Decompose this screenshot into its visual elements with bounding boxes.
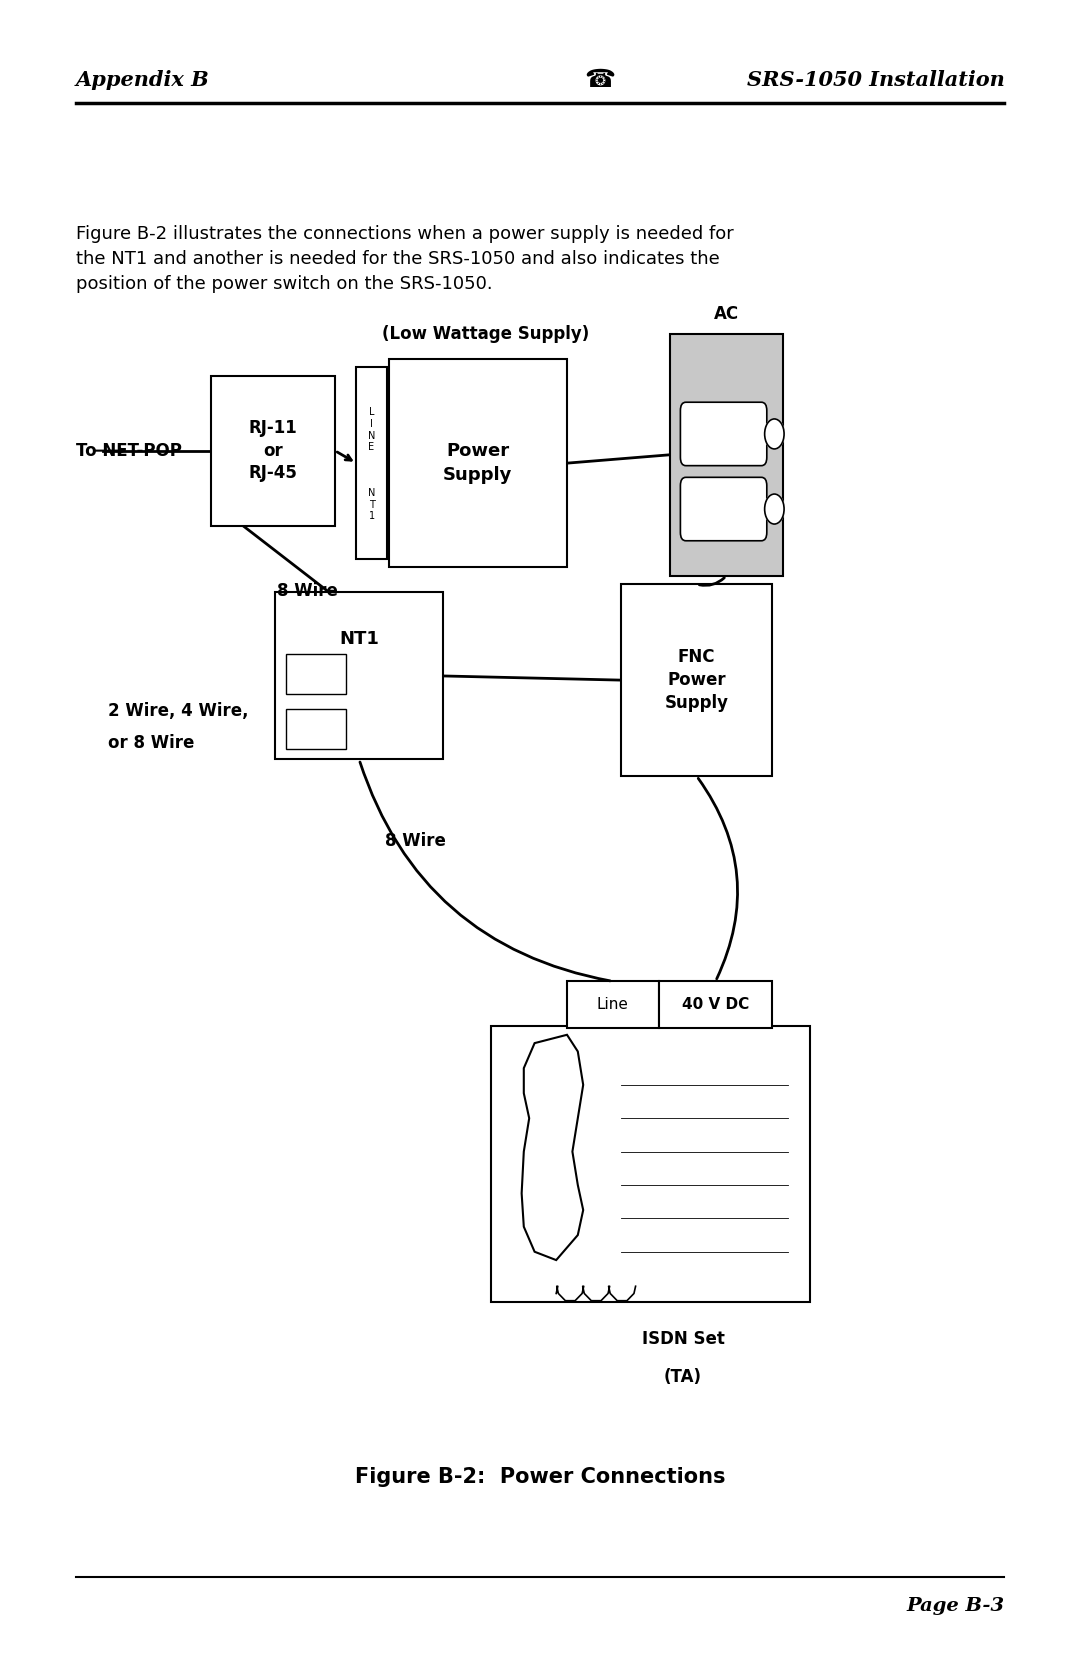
Text: ISDN Set: ISDN Set: [642, 1330, 725, 1347]
Text: Line: Line: [597, 998, 629, 1011]
FancyBboxPatch shape: [491, 1026, 810, 1302]
FancyBboxPatch shape: [356, 367, 387, 559]
Text: L
I
N
E: L I N E: [368, 407, 375, 452]
FancyBboxPatch shape: [211, 376, 335, 526]
Text: RJ-11
or
RJ-45: RJ-11 or RJ-45: [248, 419, 297, 482]
Text: 40 V DC: 40 V DC: [681, 998, 750, 1011]
Text: Term: Term: [302, 724, 329, 734]
FancyBboxPatch shape: [389, 359, 567, 567]
Text: or 8 Wire: or 8 Wire: [108, 734, 194, 751]
Text: 8 Wire: 8 Wire: [278, 582, 338, 599]
Text: ☎: ☎: [584, 68, 615, 92]
FancyBboxPatch shape: [670, 334, 783, 576]
Polygon shape: [522, 1035, 583, 1260]
Text: SRS-1050 Installation: SRS-1050 Installation: [746, 70, 1004, 90]
Text: Appendix B: Appendix B: [76, 70, 210, 90]
Circle shape: [765, 419, 784, 449]
Text: NT1: NT1: [339, 631, 379, 648]
Text: (TA): (TA): [664, 1369, 702, 1385]
Text: AC: AC: [714, 305, 739, 322]
FancyBboxPatch shape: [680, 402, 767, 466]
Text: (Low Wattage Supply): (Low Wattage Supply): [382, 325, 590, 342]
FancyBboxPatch shape: [275, 592, 443, 759]
Text: Power
Supply: Power Supply: [443, 442, 513, 484]
Text: Figure B-2 illustrates the connections when a power supply is needed for
the NT1: Figure B-2 illustrates the connections w…: [76, 225, 733, 294]
Text: (PS ON): (PS ON): [697, 1000, 764, 1013]
Text: Figure B-2:  Power Connections: Figure B-2: Power Connections: [354, 1467, 726, 1487]
Text: 8 Wire: 8 Wire: [386, 833, 446, 850]
Text: Line: Line: [305, 669, 327, 679]
Text: FNC
Power
Supply: FNC Power Supply: [664, 648, 729, 713]
Text: N
T
1: N T 1: [368, 489, 375, 521]
FancyBboxPatch shape: [286, 654, 346, 694]
Text: Page B-3: Page B-3: [906, 1597, 1004, 1614]
Text: To NET-POP: To NET-POP: [76, 442, 181, 459]
FancyBboxPatch shape: [621, 584, 772, 776]
FancyBboxPatch shape: [659, 981, 772, 1028]
Text: 2 Wire, 4 Wire,: 2 Wire, 4 Wire,: [108, 703, 248, 719]
FancyBboxPatch shape: [286, 709, 346, 749]
FancyBboxPatch shape: [567, 981, 659, 1028]
FancyBboxPatch shape: [680, 477, 767, 541]
Circle shape: [765, 494, 784, 524]
